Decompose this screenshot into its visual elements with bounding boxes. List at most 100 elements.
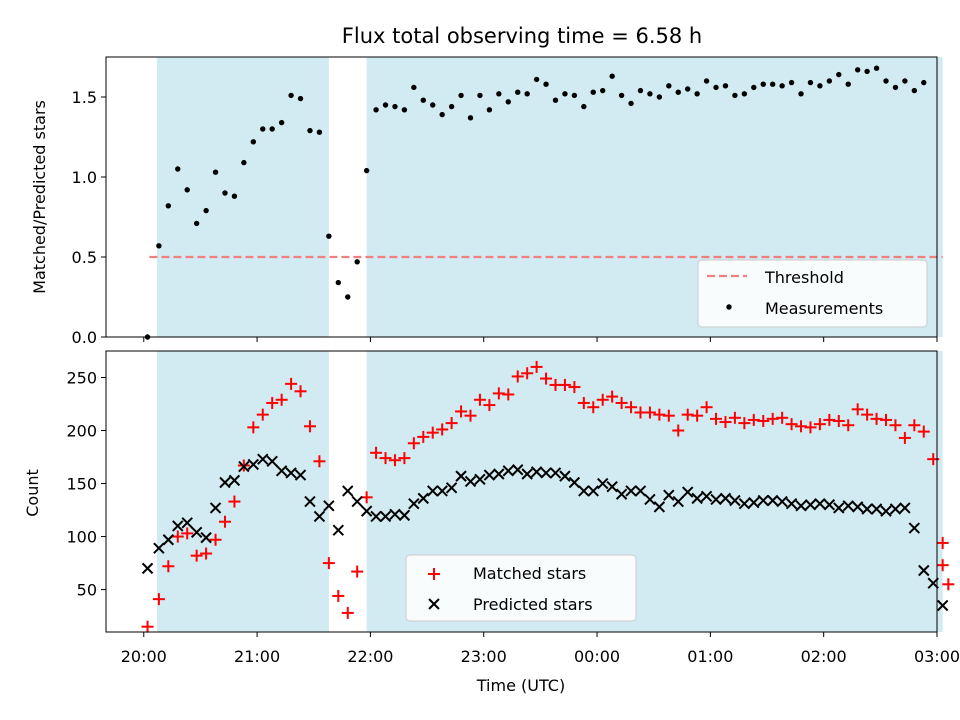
predicted-star-point <box>209 502 222 514</box>
x-b <box>842 500 854 512</box>
predicted-star-point <box>615 488 628 500</box>
predicted-star-point <box>568 476 581 489</box>
x-b <box>691 492 703 505</box>
measurement-point <box>892 84 899 91</box>
measurement-point <box>732 92 738 99</box>
predicted-star-point <box>936 599 949 612</box>
predicted-star-point <box>181 517 193 529</box>
measurement-point <box>505 99 511 105</box>
x-b <box>644 493 656 506</box>
x-b <box>323 500 335 512</box>
predicted-star-point <box>597 477 609 490</box>
predicted-star-point <box>408 497 420 510</box>
measurement-point <box>552 97 559 103</box>
measurement-point <box>628 100 634 107</box>
predicted-star-point <box>549 467 562 479</box>
x-b <box>597 477 609 490</box>
matched-star-point <box>880 413 893 426</box>
matched-star-point <box>766 412 779 425</box>
x-b <box>294 469 307 481</box>
matched-star-point <box>785 418 798 431</box>
measurement-point <box>411 84 417 91</box>
predicted-star-point <box>899 502 911 514</box>
predicted-star-point <box>141 562 154 575</box>
measurement-point <box>637 87 644 94</box>
matched-star-point <box>936 536 949 549</box>
predicted-star-point <box>729 494 741 507</box>
matched-star-point <box>370 446 383 459</box>
matched-star-point <box>332 589 345 602</box>
measurement-point <box>222 190 228 196</box>
matched-star-point <box>700 401 713 414</box>
predicted-star-point <box>474 473 486 486</box>
x-b <box>493 468 505 480</box>
matched-star-point <box>625 401 638 414</box>
matched-star-point <box>464 409 477 422</box>
bottom-plot-frame <box>105 350 938 633</box>
predicted-star-point <box>578 485 590 497</box>
x-b <box>681 486 694 498</box>
x-b <box>141 562 154 575</box>
x-b <box>408 497 420 510</box>
x-b <box>521 468 533 480</box>
x-b <box>578 485 590 497</box>
predicted-star-point <box>436 485 448 497</box>
measurement-point <box>618 92 625 99</box>
measurement-point <box>666 83 672 89</box>
x-b <box>342 485 354 497</box>
bottom-legend-box <box>405 554 637 622</box>
x-b <box>785 497 798 510</box>
predicted-star-point <box>398 509 411 522</box>
predicted-star-point <box>587 485 599 497</box>
measurement-point <box>250 139 257 145</box>
measurement-point <box>458 92 464 99</box>
x-b <box>540 467 552 479</box>
measurement-point <box>760 81 766 87</box>
top-legend-box <box>697 259 928 328</box>
x-b <box>880 505 892 517</box>
matched-star-point <box>813 418 826 431</box>
matched-star-point <box>492 387 505 400</box>
predicted-star-point <box>200 531 212 544</box>
measurement-point <box>193 220 200 227</box>
x-axis-label: Time (UTC) <box>476 676 565 695</box>
top-plot-frame <box>105 56 938 338</box>
predicted-star-point <box>445 482 458 494</box>
matched-star-point <box>398 452 411 465</box>
measurement-point <box>184 187 190 193</box>
matched-star-point <box>842 419 855 432</box>
predicted-star-point <box>332 524 345 536</box>
matched-star-point <box>483 399 496 412</box>
measurement-point <box>448 103 455 110</box>
predicted-star-point <box>238 460 250 473</box>
x-b <box>502 465 514 477</box>
predicted-star-point <box>908 522 921 534</box>
predicted-star-point <box>530 466 543 478</box>
matched-star-point <box>691 409 704 422</box>
x-b <box>257 453 269 465</box>
x-b <box>200 531 212 544</box>
predicted-star-point <box>379 510 392 523</box>
predicted-star-point <box>247 458 260 471</box>
measurement-point <box>326 233 332 239</box>
predicted-star-point <box>257 453 269 465</box>
predicted-star-point <box>795 500 807 512</box>
measurement-point <box>883 78 889 84</box>
predicted-star-point <box>483 469 496 481</box>
matched-star-point <box>141 620 154 633</box>
matched-star-point <box>322 557 335 570</box>
top-panel: 0.0 0.5 1.0 1.5 <box>72 56 943 347</box>
measurement-point <box>741 91 748 97</box>
measurement-point <box>609 73 615 79</box>
x-b <box>427 485 439 497</box>
measurement-point <box>807 79 814 86</box>
x-b <box>568 476 581 489</box>
x-b <box>672 495 684 508</box>
matched-star-point <box>804 421 817 434</box>
matched-star-point <box>426 426 439 439</box>
measurement-point <box>203 207 209 214</box>
matched-star-point <box>256 408 269 421</box>
legend-measurements-label: Measurements <box>765 299 883 318</box>
x-b <box>162 534 175 546</box>
xtick-label: 22:00 <box>347 647 393 666</box>
